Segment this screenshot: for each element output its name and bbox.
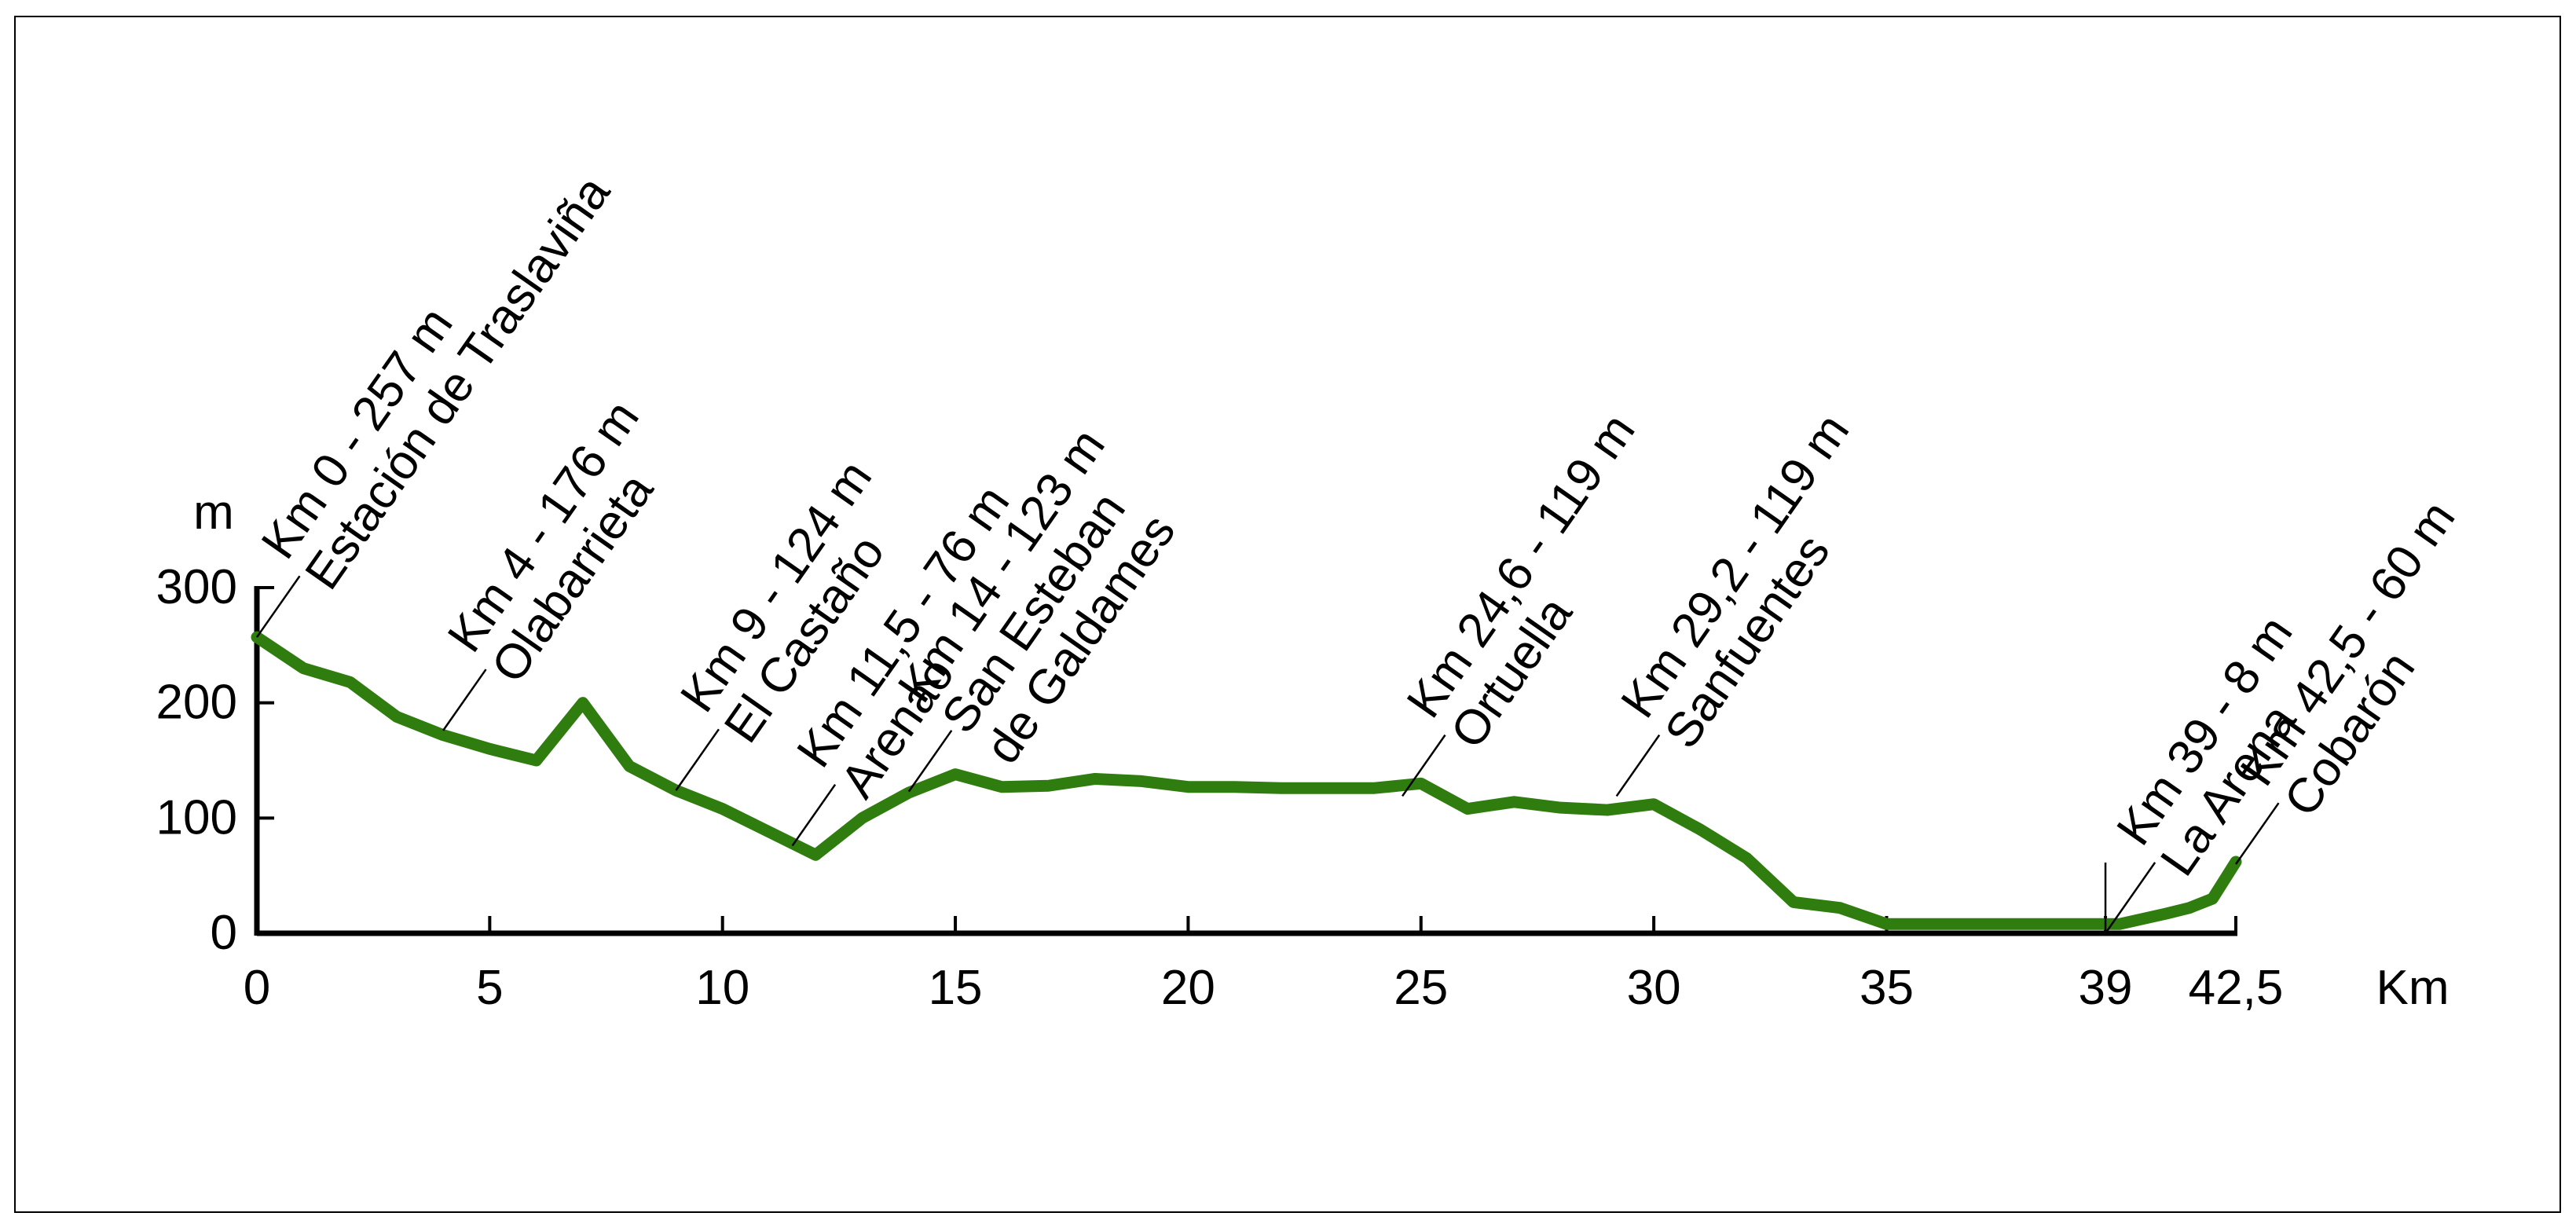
- annotation-leader: [907, 730, 953, 793]
- x-tick-label: 20: [1161, 961, 1215, 1015]
- x-axis-label: Km: [2376, 961, 2450, 1015]
- annotation-leader: [442, 669, 487, 731]
- y-tick-label: 300: [156, 560, 237, 614]
- annotation-leader: [1402, 734, 1446, 797]
- y-tick-label: 200: [156, 676, 237, 730]
- annotation-leader: [255, 575, 301, 638]
- x-tick-label: 35: [1860, 961, 1914, 1015]
- x-tick-label: 25: [1394, 961, 1448, 1015]
- x-tick-label: 39: [2079, 961, 2133, 1015]
- y-tick-label: 0: [211, 906, 237, 960]
- x-tick-label: 42,5: [2189, 961, 2284, 1015]
- y-axis-label: m: [193, 485, 234, 540]
- x-tick-label: 30: [1627, 961, 1681, 1015]
- elevation-line: [251, 631, 2242, 930]
- x-tick-label: 5: [476, 961, 503, 1015]
- annotation-leader: [791, 783, 837, 847]
- chart-frame: 0 100 200 300 m 0 5 10 15 20 25 30 35 39 42,5 Km Km 0 - …: [14, 16, 2561, 1213]
- annotation-leader: [1615, 734, 1661, 797]
- annotation-leader: [675, 728, 720, 791]
- x-tick-label: 10: [695, 961, 749, 1015]
- y-tick-label: 100: [156, 790, 237, 844]
- x-tick-label: 15: [929, 961, 983, 1015]
- x-tick-label: 0: [244, 961, 270, 1015]
- annotation-leader: [2234, 802, 2280, 865]
- annotation-leader: [2105, 862, 2156, 934]
